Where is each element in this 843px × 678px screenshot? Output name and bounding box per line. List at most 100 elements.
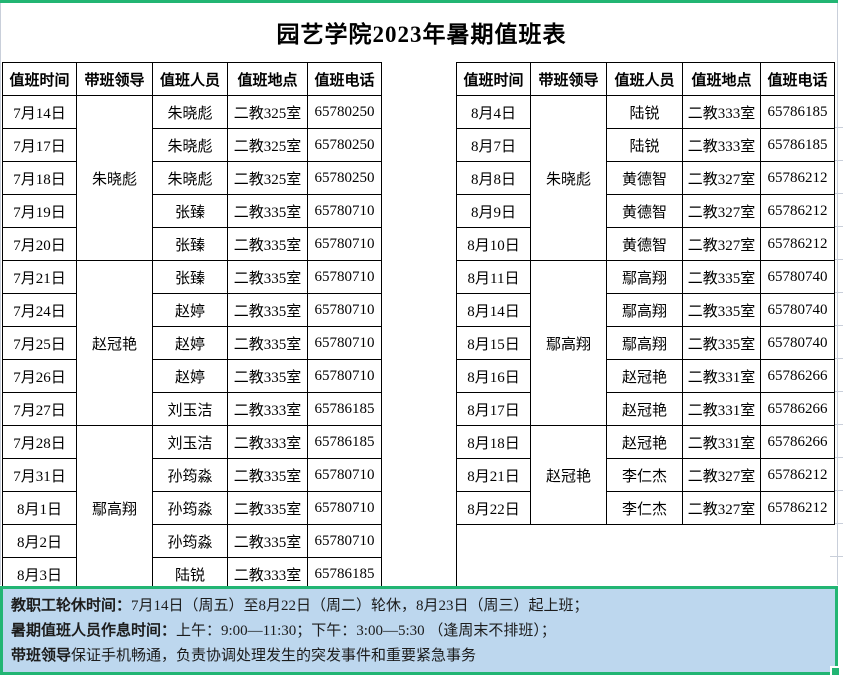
- location-cell[interactable]: 二教335室: [227, 524, 308, 558]
- phone-cell[interactable]: 65780250: [307, 95, 382, 129]
- date-cell[interactable]: 7月19日: [2, 194, 77, 228]
- date-cell[interactable]: 8月17日: [456, 392, 531, 426]
- phone-cell[interactable]: 65780740: [760, 326, 835, 360]
- column-header[interactable]: 值班人员: [606, 62, 683, 96]
- selection-fill-handle[interactable]: [830, 666, 841, 677]
- phone-cell[interactable]: 65780250: [307, 161, 382, 195]
- person-cell[interactable]: 李仁杰: [606, 458, 683, 492]
- person-cell[interactable]: 赵婷: [152, 359, 228, 393]
- date-cell[interactable]: 8月21日: [456, 458, 531, 492]
- person-cell[interactable]: 孙筠淼: [152, 491, 228, 525]
- person-cell[interactable]: 朱晓彪: [152, 95, 228, 129]
- phone-cell[interactable]: 65780740: [760, 293, 835, 327]
- leader-cell[interactable]: 鄢高翔: [530, 260, 607, 426]
- person-cell[interactable]: 赵冠艳: [606, 425, 683, 459]
- person-cell[interactable]: 张臻: [152, 194, 228, 228]
- person-cell[interactable]: 鄢高翔: [606, 293, 683, 327]
- column-header[interactable]: 带班领导: [530, 62, 607, 96]
- phone-cell[interactable]: 65780710: [307, 491, 382, 525]
- date-cell[interactable]: 8月2日: [2, 524, 77, 558]
- date-cell[interactable]: 7月17日: [2, 128, 77, 162]
- location-cell[interactable]: 二教327室: [682, 227, 761, 261]
- date-cell[interactable]: 7月21日: [2, 260, 77, 294]
- location-cell[interactable]: 二教333室: [682, 95, 761, 129]
- date-cell[interactable]: 8月10日: [456, 227, 531, 261]
- phone-cell[interactable]: 65780710: [307, 293, 382, 327]
- phone-cell[interactable]: 65780710: [307, 260, 382, 294]
- phone-cell[interactable]: 65780710: [307, 227, 382, 261]
- phone-cell[interactable]: 65786185: [307, 425, 382, 459]
- date-cell[interactable]: 8月22日: [456, 491, 531, 525]
- location-cell[interactable]: 二教335室: [682, 326, 761, 360]
- location-cell[interactable]: 二教327室: [682, 491, 761, 525]
- location-cell[interactable]: 二教335室: [227, 194, 308, 228]
- location-cell[interactable]: 二教331室: [682, 359, 761, 393]
- person-cell[interactable]: 刘玉洁: [152, 425, 228, 459]
- date-cell[interactable]: 8月14日: [456, 293, 531, 327]
- phone-cell[interactable]: 65786266: [760, 359, 835, 393]
- person-cell[interactable]: 黄德智: [606, 194, 683, 228]
- location-cell[interactable]: 二教335室: [227, 260, 308, 294]
- date-cell[interactable]: 8月8日: [456, 161, 531, 195]
- date-cell[interactable]: 8月4日: [456, 95, 531, 129]
- column-header[interactable]: 值班电话: [760, 62, 835, 96]
- person-cell[interactable]: 黄德智: [606, 227, 683, 261]
- date-cell[interactable]: 8月11日: [456, 260, 531, 294]
- date-cell[interactable]: 7月25日: [2, 326, 77, 360]
- location-cell[interactable]: 二教325室: [227, 161, 308, 195]
- column-header[interactable]: 值班电话: [307, 62, 382, 96]
- location-cell[interactable]: 二教333室: [227, 425, 308, 459]
- person-cell[interactable]: 刘玉洁: [152, 392, 228, 426]
- phone-cell[interactable]: 65780250: [307, 128, 382, 162]
- location-cell[interactable]: 二教333室: [682, 128, 761, 162]
- location-cell[interactable]: 二教335室: [682, 260, 761, 294]
- leader-cell[interactable]: 朱晓彪: [530, 95, 607, 261]
- location-cell[interactable]: 二教331室: [682, 425, 761, 459]
- location-cell[interactable]: 二教327室: [682, 458, 761, 492]
- date-cell[interactable]: 8月18日: [456, 425, 531, 459]
- person-cell[interactable]: 陆锐: [606, 95, 683, 129]
- phone-cell[interactable]: 65780710: [307, 524, 382, 558]
- person-cell[interactable]: 张臻: [152, 227, 228, 261]
- location-cell[interactable]: 二教327室: [682, 194, 761, 228]
- date-cell[interactable]: 8月16日: [456, 359, 531, 393]
- phone-cell[interactable]: 65786212: [760, 194, 835, 228]
- location-cell[interactable]: 二教335室: [227, 458, 308, 492]
- location-cell[interactable]: 二教335室: [682, 293, 761, 327]
- leader-cell[interactable]: 朱晓彪: [76, 95, 153, 261]
- location-cell[interactable]: 二教327室: [682, 161, 761, 195]
- phone-cell[interactable]: 65786185: [760, 95, 835, 129]
- date-cell[interactable]: 7月27日: [2, 392, 77, 426]
- phone-cell[interactable]: 65786266: [760, 392, 835, 426]
- leader-cell[interactable]: 赵冠艳: [76, 260, 153, 426]
- person-cell[interactable]: 朱晓彪: [152, 161, 228, 195]
- location-cell[interactable]: 二教335室: [227, 491, 308, 525]
- date-cell[interactable]: 7月24日: [2, 293, 77, 327]
- date-cell[interactable]: 7月28日: [2, 425, 77, 459]
- person-cell[interactable]: 赵婷: [152, 293, 228, 327]
- location-cell[interactable]: 二教325室: [227, 95, 308, 129]
- date-cell[interactable]: 7月18日: [2, 161, 77, 195]
- person-cell[interactable]: 陆锐: [152, 557, 228, 591]
- date-cell[interactable]: 7月31日: [2, 458, 77, 492]
- location-cell[interactable]: 二教331室: [682, 392, 761, 426]
- person-cell[interactable]: 朱晓彪: [152, 128, 228, 162]
- leader-cell[interactable]: 鄢高翔: [76, 425, 153, 591]
- person-cell[interactable]: 黄德智: [606, 161, 683, 195]
- person-cell[interactable]: 孙筠淼: [152, 458, 228, 492]
- column-header[interactable]: 值班时间: [2, 62, 77, 96]
- column-header[interactable]: 值班地点: [227, 62, 308, 96]
- person-cell[interactable]: 赵冠艳: [606, 359, 683, 393]
- phone-cell[interactable]: 65780740: [760, 260, 835, 294]
- phone-cell[interactable]: 65780710: [307, 359, 382, 393]
- date-cell[interactable]: 7月14日: [2, 95, 77, 129]
- person-cell[interactable]: 张臻: [152, 260, 228, 294]
- date-cell[interactable]: 8月15日: [456, 326, 531, 360]
- date-cell[interactable]: 8月9日: [456, 194, 531, 228]
- phone-cell[interactable]: 65786185: [307, 392, 382, 426]
- person-cell[interactable]: 陆锐: [606, 128, 683, 162]
- location-cell[interactable]: 二教335室: [227, 227, 308, 261]
- person-cell[interactable]: 孙筠淼: [152, 524, 228, 558]
- location-cell[interactable]: 二教335室: [227, 326, 308, 360]
- person-cell[interactable]: 李仁杰: [606, 491, 683, 525]
